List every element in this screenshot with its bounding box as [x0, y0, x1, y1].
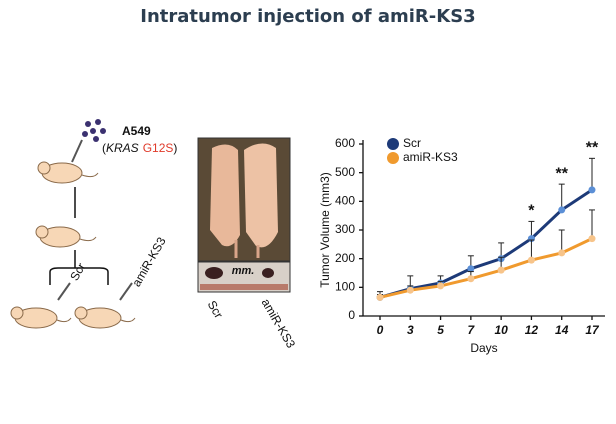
legend-label: amiR-KS3 [403, 150, 458, 164]
data-point [467, 275, 475, 283]
mouse [10, 306, 72, 329]
y-tick-label: 500 [335, 165, 355, 179]
data-point [527, 256, 535, 264]
arm-label: amiR-KS3 [129, 234, 169, 289]
annotation: ** [586, 140, 599, 157]
x-tick-label: 10 [494, 323, 508, 337]
data-point [376, 293, 384, 301]
data-point [437, 282, 445, 290]
syringe [71, 139, 83, 163]
y-tick-label: 300 [335, 222, 355, 236]
legend-label: Scr [403, 136, 421, 150]
x-tick-label: 3 [407, 323, 414, 337]
data-point [406, 286, 414, 294]
legend-marker [387, 152, 399, 164]
x-tick-label: 5 [437, 323, 444, 337]
page-title: Intratumor injection of amiR-KS3 [140, 6, 475, 27]
data-point [558, 249, 566, 257]
annotation: ** [555, 165, 568, 182]
y-tick-label: 200 [335, 251, 355, 265]
legend-marker [387, 138, 399, 150]
x-tick-label: 14 [555, 323, 569, 337]
y-tick-label: 0 [348, 308, 355, 322]
arrow [49, 250, 109, 285]
series-line [379, 188, 593, 299]
mouse [35, 225, 97, 248]
data-point [467, 265, 475, 273]
y-tick-label: 100 [335, 280, 355, 294]
photo-label: amiR-KS3 [259, 296, 299, 351]
x-tick-label: 17 [585, 323, 600, 337]
x-tick-label: 7 [468, 323, 476, 337]
series-line [379, 237, 593, 299]
mouse-photo: mm. Scr amiR-KS3 [197, 137, 299, 351]
x-tick-label: 0 [377, 323, 384, 337]
mouse [37, 161, 99, 184]
line-chart: 0 100 200 300 400 500 600 0 3 5 7 10 12 14 17 Days Tumor… [318, 136, 605, 355]
y-tick-label: 400 [335, 194, 355, 208]
photo-label: Scr [205, 298, 226, 321]
scale-label: mm. [232, 265, 255, 277]
syringe [57, 282, 71, 301]
x-axis-label: Days [470, 341, 497, 355]
y-tick-label: 600 [335, 136, 355, 150]
x-tick-label: 12 [525, 323, 539, 337]
arm-label: Scr [67, 260, 88, 283]
cell-line: A549 [122, 124, 151, 138]
syringe [119, 282, 133, 301]
annotation: * [528, 203, 535, 220]
data-point [588, 235, 596, 243]
data-point [558, 206, 566, 214]
data-point [588, 186, 596, 194]
cells [82, 119, 106, 142]
genotype: (KRAS G12S) [102, 141, 177, 155]
y-axis-label: Tumor Volume (mm3) [318, 172, 332, 288]
data-point [497, 266, 505, 274]
injection-diagram: A549 (KRAS G12S) Scr amiR-KS3 [10, 119, 177, 329]
mouse [74, 306, 136, 329]
